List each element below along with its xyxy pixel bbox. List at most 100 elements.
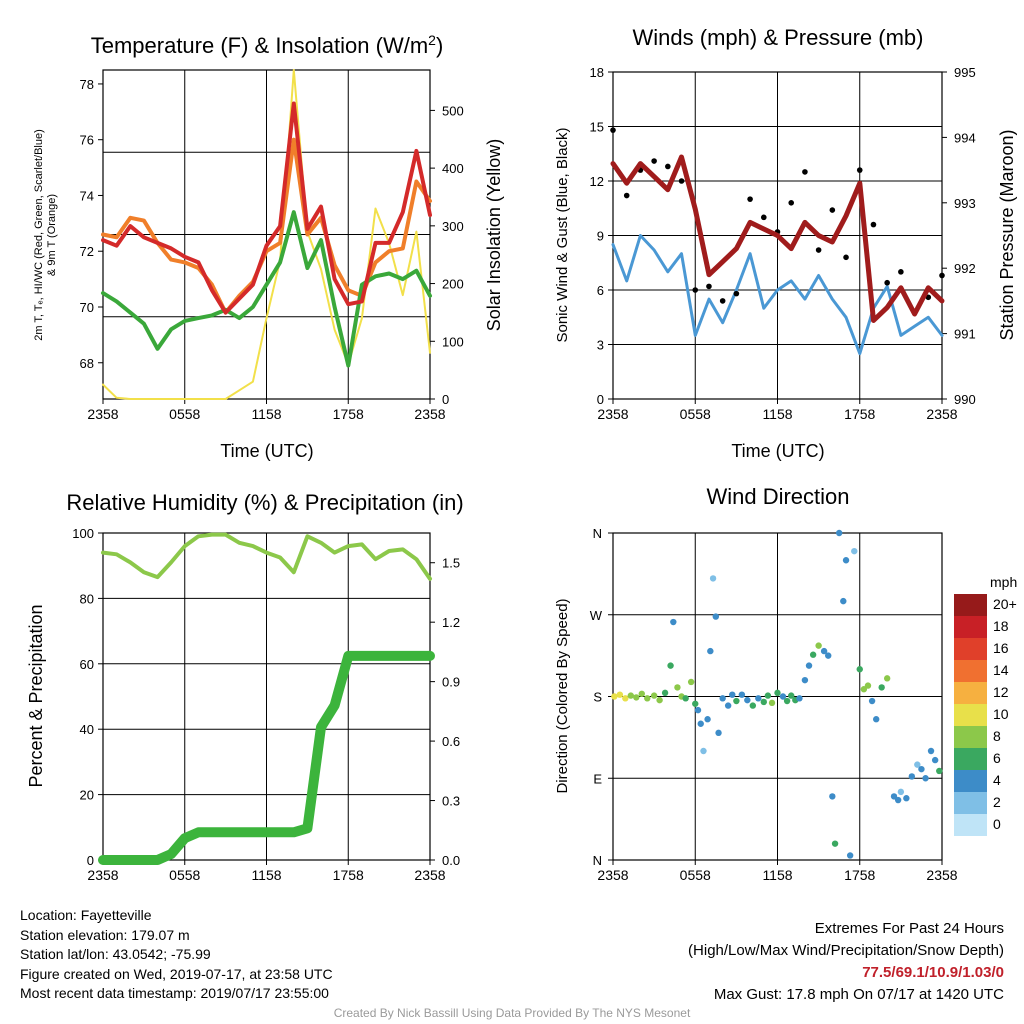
legend-label: 0	[993, 816, 1001, 832]
x-tick-label: 0558	[680, 867, 711, 883]
y-tick-label-left: 18	[590, 65, 604, 80]
y-tick-label-right: 0.0	[442, 853, 460, 868]
x-tick-label: 2358	[926, 867, 957, 883]
legend-swatch	[954, 616, 987, 638]
station-location: Location: Fayetteville	[20, 907, 152, 923]
direction-point	[724, 702, 732, 709]
direction-point	[729, 691, 736, 698]
y-tick-label-left: 80	[80, 591, 94, 606]
legend-swatch	[954, 660, 987, 682]
gust-point	[747, 196, 753, 202]
extremes-box: Extremes For Past 24 Hours (High/Low/Max…	[688, 918, 1004, 1006]
y-tick-label-left: 100	[72, 526, 94, 541]
x-tick-label: 2358	[414, 867, 445, 883]
direction-point	[815, 642, 822, 649]
y-tick-label-left: 3	[597, 338, 604, 353]
y-axis-label-left: Direction (Colored By Speed)	[554, 598, 571, 793]
y-tick-label-left: 0	[87, 853, 94, 868]
chart-title: Winds (mph) & Pressure (mb)	[633, 25, 924, 50]
gust-point	[898, 269, 904, 275]
y-tick-label-right: 500	[442, 103, 464, 118]
y-tick-label-right: 993	[954, 196, 976, 211]
station-elevation: Station elevation: 179.07 m	[20, 926, 190, 943]
direction-point	[936, 767, 943, 775]
y-tick-label-right: 400	[442, 161, 464, 176]
direction-point	[755, 695, 762, 702]
legend-label: 6	[993, 750, 1001, 766]
recent-timestamp: Most recent data timestamp: 2019/07/17 2…	[20, 985, 329, 1001]
legend-label: 12	[993, 684, 1009, 700]
y-axis-label-left: Percent & Precipitation	[26, 604, 46, 787]
gust-point	[610, 127, 616, 133]
legend-swatch	[954, 726, 987, 748]
direction-point	[712, 613, 720, 620]
y-tick-label-left: 15	[590, 120, 604, 135]
x-tick-label: 2358	[597, 867, 628, 883]
figure-created: Figure created on Wed, 2019-07-17, at 23…	[20, 965, 333, 982]
x-tick-label: 1758	[333, 867, 364, 883]
gust-point	[733, 290, 740, 297]
direction-point	[931, 756, 939, 764]
y-axis-label-right: Station Pressure (Maroon)	[997, 129, 1017, 340]
direction-point	[842, 557, 850, 564]
y-axis-label-right: Solar Insolation (Yellow)	[484, 139, 504, 331]
y-tick-label-left: 40	[80, 722, 94, 737]
x-tick-label: 1158	[762, 406, 792, 422]
direction-point	[644, 695, 651, 702]
direction-point	[650, 692, 658, 699]
y-axis-label-left-2: & 9m T (Orange)	[46, 194, 58, 276]
chart-title: Temperature (F) & Insolation (W/m2)	[91, 32, 444, 58]
y-tick-label-left: 76	[80, 133, 94, 148]
gust-point	[678, 178, 685, 184]
direction-point	[656, 696, 663, 704]
direction-point	[914, 761, 921, 768]
direction-point	[692, 700, 699, 707]
direction-point	[694, 706, 702, 714]
gust-point	[692, 287, 699, 293]
legend-label: 2	[993, 794, 1001, 810]
direction-point	[670, 618, 677, 626]
gust-point	[802, 169, 808, 175]
direction-point	[840, 597, 847, 605]
x-tick-label: 0558	[169, 406, 200, 422]
direction-point	[846, 852, 854, 859]
station-latlon: Station lat/lon: 43.0542; -75.99	[20, 946, 211, 962]
series-relative-humidity	[101, 532, 432, 581]
gust-point	[870, 221, 877, 228]
y-tick-label-left: 12	[590, 174, 604, 189]
temperature-panel: 2358 0558 1158 1758 2358 68 70 72 74 76 78 0 100 200 3…	[33, 32, 504, 461]
legend-swatch	[954, 682, 987, 704]
direction-point	[883, 675, 891, 682]
x-tick-label: 2358	[87, 406, 118, 422]
y-tick-label-left: 74	[80, 188, 94, 203]
y-tick-label-right: 0.3	[442, 794, 460, 809]
x-tick-label: 2358	[926, 406, 957, 422]
y-tick-label-left: 6	[597, 283, 604, 298]
direction-point	[825, 652, 832, 659]
y-tick-label-left: N	[593, 526, 602, 541]
extremes-subtitle: (High/Low/Max Wind/Precipitation/Snow De…	[688, 942, 1004, 959]
x-tick-label: 1758	[844, 406, 875, 422]
wind-panel: 2358 0558 1158 1758 235803691215189909919929…	[554, 25, 1017, 461]
y-tick-label-left: 70	[80, 300, 94, 315]
x-tick-label: 0558	[680, 406, 711, 422]
gust-point	[856, 167, 863, 173]
legend-label: 4	[993, 772, 1001, 788]
y-tick-label-left: S	[593, 690, 602, 705]
direction-point	[774, 689, 781, 697]
direction-point	[868, 697, 876, 705]
legend-label: 16	[993, 640, 1009, 656]
direction-point	[829, 793, 836, 800]
series-solar	[102, 69, 431, 400]
legend-swatch	[954, 594, 987, 616]
y-tick-label-right: 990	[954, 392, 976, 407]
direction-point	[638, 690, 645, 697]
series-precipitation	[98, 650, 435, 865]
legend-swatch	[954, 748, 987, 770]
direction-point	[707, 647, 714, 655]
direction-point	[661, 689, 669, 697]
direction-point	[903, 795, 910, 802]
direction-point	[697, 720, 704, 727]
direction-point	[779, 693, 787, 700]
direction-point	[796, 695, 803, 702]
